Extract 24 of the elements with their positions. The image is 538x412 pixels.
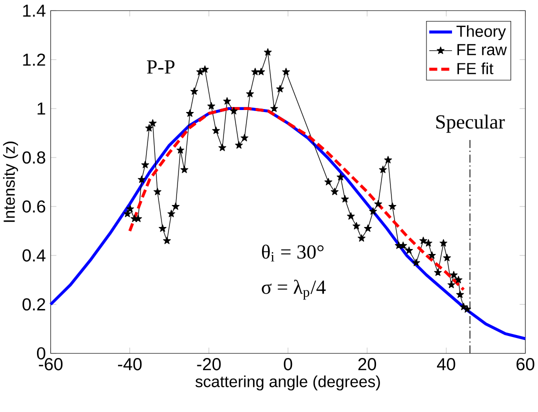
ref-line-label: Specular	[436, 114, 505, 133]
y-tick-label: 0.6	[22, 200, 46, 213]
x-tick-label: 0	[284, 358, 292, 370]
y-tick-label: 0.2	[22, 298, 46, 311]
x-tick-label: -20	[197, 358, 221, 370]
annotation: σ = λ$_{p}$/4	[262, 280, 326, 300]
annotation: θ$_{i}$ = 30°	[262, 244, 324, 262]
legend-label: FE raw	[457, 44, 507, 56]
x-axis-title: scattering angle (degrees)	[196, 375, 380, 390]
x-tick-label: 40	[436, 358, 456, 370]
y-axis-title: Intensity (z)	[3, 142, 18, 222]
x-tick-label: -60	[38, 358, 63, 370]
legend-label: Theory	[456, 25, 506, 40]
y-tick-label: 1	[38, 102, 46, 115]
x-tick-label: -40	[118, 358, 142, 370]
y-tick-label: 0.8	[22, 151, 46, 164]
y-tick-label: 1.4	[23, 4, 46, 17]
y-tick-label: 0	[36, 347, 46, 360]
x-tick-label: 20	[358, 358, 376, 370]
annotation: P-P	[146, 60, 174, 74]
y-tick-label: 0.4	[22, 249, 46, 262]
x-tick-label: 60	[516, 358, 534, 370]
y-tick-label: 1.2	[23, 54, 46, 66]
legend-label: FE fit	[457, 62, 494, 74]
